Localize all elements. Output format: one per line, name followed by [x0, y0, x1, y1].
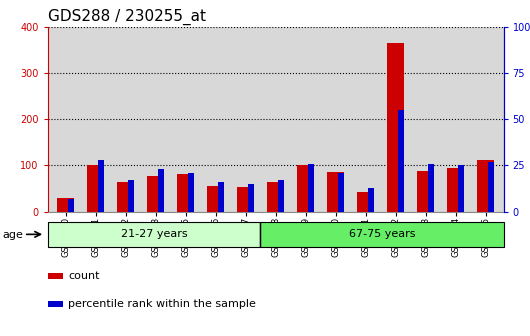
Bar: [417, 171, 434, 212]
Bar: [428, 164, 434, 212]
Bar: [98, 160, 104, 212]
Bar: [328, 172, 344, 212]
Bar: [488, 162, 494, 212]
Bar: [57, 198, 74, 212]
Bar: [458, 166, 464, 212]
Bar: [260, 222, 504, 247]
Bar: [207, 186, 224, 212]
Text: count: count: [68, 271, 100, 281]
Bar: [338, 173, 344, 212]
Bar: [267, 182, 284, 212]
Bar: [147, 176, 164, 212]
Text: GDS288 / 230255_at: GDS288 / 230255_at: [48, 8, 206, 25]
Text: percentile rank within the sample: percentile rank within the sample: [68, 299, 256, 309]
Bar: [308, 164, 314, 212]
Bar: [237, 187, 254, 212]
Bar: [357, 192, 374, 212]
Bar: [447, 168, 464, 212]
Bar: [68, 199, 74, 212]
Bar: [477, 160, 494, 212]
Bar: [87, 166, 104, 212]
Bar: [368, 187, 374, 212]
Text: 21-27 years: 21-27 years: [121, 229, 188, 239]
Bar: [48, 222, 260, 247]
Bar: [188, 173, 194, 212]
Bar: [178, 174, 194, 212]
Bar: [297, 165, 314, 212]
Bar: [128, 180, 134, 212]
Text: 67-75 years: 67-75 years: [349, 229, 415, 239]
Bar: [278, 180, 284, 212]
Bar: [158, 169, 164, 212]
Bar: [118, 182, 134, 212]
Text: age: age: [3, 230, 23, 240]
Bar: [398, 110, 404, 212]
Bar: [248, 184, 254, 212]
Bar: [387, 43, 404, 212]
Bar: [218, 182, 224, 212]
